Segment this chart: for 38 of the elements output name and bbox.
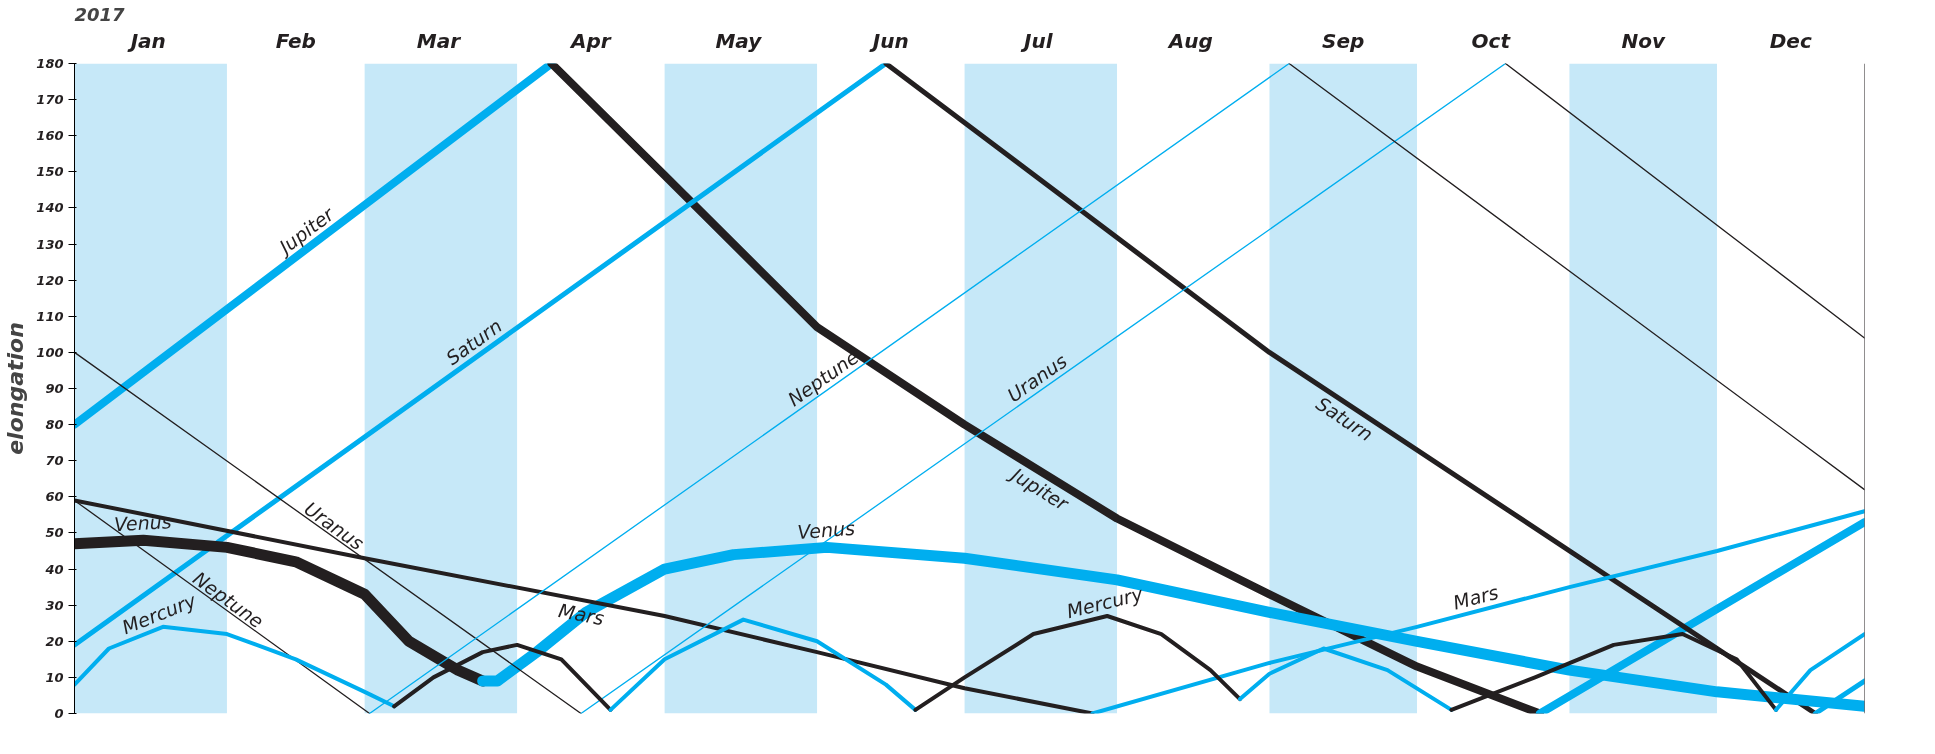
- y-tick-label: 130: [36, 236, 64, 252]
- series-label: Venus: [796, 516, 856, 544]
- x-tick-label: Mar: [416, 28, 462, 53]
- chart-title: 2017: [74, 3, 126, 25]
- y-tick-label: 60: [45, 489, 64, 505]
- y-tick-label: 160: [36, 128, 64, 144]
- y-tick-label: 100: [36, 344, 64, 360]
- y-tick-label: 110: [36, 308, 64, 324]
- x-tick-label: Jan: [126, 28, 166, 53]
- y-tick-label: 150: [36, 164, 64, 180]
- text: Mercury: [1064, 582, 1146, 623]
- x-tick-label: Sep: [1322, 28, 1365, 53]
- text: Mars: [556, 599, 607, 630]
- x-tick-label: Oct: [1471, 28, 1512, 53]
- y-tick-label: 90: [45, 381, 64, 396]
- y-tick-label: 40: [44, 561, 64, 577]
- x-tick-label: May: [715, 28, 763, 53]
- x-tick-label: Dec: [1769, 28, 1812, 53]
- y-tick-label: 180: [36, 56, 64, 71]
- series-label: Venus: [113, 510, 173, 536]
- x-tick-label: Feb: [275, 28, 316, 53]
- y-tick-label: 70: [45, 453, 64, 469]
- y-tick-label: 50: [45, 525, 64, 541]
- y-tick-label: 10: [45, 669, 64, 685]
- x-tick-label: Aug: [1166, 28, 1213, 53]
- x-tick-label: Nov: [1621, 28, 1666, 53]
- x-tick-label: Apr: [569, 28, 612, 53]
- y-tick-label: 120: [36, 272, 64, 288]
- x-tick-label: Jul: [1020, 28, 1054, 53]
- y-tick-label: 170: [36, 92, 64, 108]
- y-tick-label: 140: [36, 200, 64, 216]
- y-tick-label: 30: [45, 597, 64, 613]
- y-axis-title: elongation: [3, 322, 29, 455]
- y-tick-label: 80: [45, 417, 64, 433]
- y-tick-label: 20: [45, 633, 64, 649]
- x-tick-label: Jun: [868, 28, 909, 53]
- text: Mars: [1450, 580, 1501, 614]
- y-tick-label: 0: [54, 706, 64, 721]
